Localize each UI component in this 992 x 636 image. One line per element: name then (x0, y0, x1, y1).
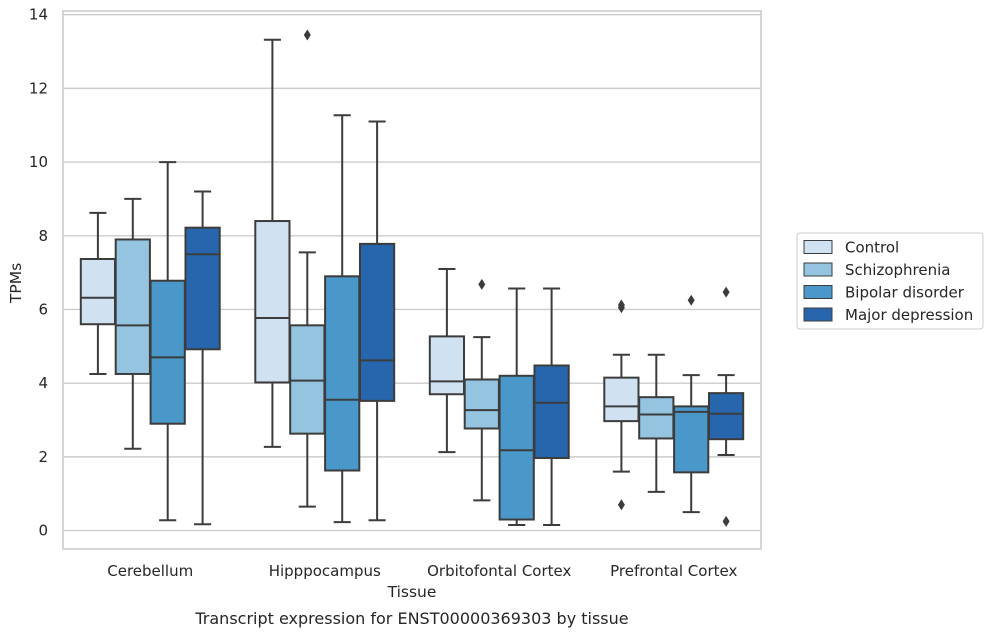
box-iqr (114, 238, 151, 375)
box-iqr (184, 226, 221, 351)
box-iqr (254, 220, 291, 384)
box-group (638, 353, 675, 493)
box-iqr (638, 396, 675, 440)
box-group (149, 161, 186, 522)
box-group (254, 38, 291, 448)
outlier-point (617, 299, 625, 311)
outlier-point (617, 499, 625, 511)
legend-label: Bipolar disorder (845, 284, 965, 302)
y-axis-label: TPMs (7, 263, 25, 304)
box-iqr (358, 242, 396, 402)
chart-caption: Transcript expression for ENST0000036930… (194, 609, 628, 628)
legend-swatch (803, 307, 833, 322)
y-tick-label: 0 (38, 522, 48, 540)
x-tick-label: Hipppocampus (269, 562, 381, 580)
outlier-point (303, 29, 311, 41)
y-tick-label: 4 (38, 374, 48, 392)
x-axis-label: Tissue (387, 583, 437, 601)
legend: Control Schizophrenia Bipolar disorder Majo… (796, 232, 984, 330)
box-iqr (428, 335, 466, 396)
legend-label: Schizophrenia (845, 261, 950, 279)
box-group (289, 29, 326, 508)
box-iqr (673, 405, 710, 474)
legend-swatch (803, 262, 833, 277)
box-group (463, 278, 500, 502)
y-tick-label: 8 (38, 227, 48, 245)
box-group (673, 294, 710, 514)
box-iqr (289, 324, 326, 435)
box-iqr (707, 392, 745, 441)
x-tick-labels: Cerebellum Hipppocampus Orbitofontal Corte… (107, 562, 737, 580)
box-group (358, 120, 396, 522)
y-tick-label: 6 (38, 300, 48, 318)
y-tick-label: 12 (29, 79, 48, 97)
box-group (428, 267, 466, 454)
box-group (324, 114, 361, 524)
box-group (498, 287, 535, 527)
box-iqr (79, 257, 117, 326)
box-group (533, 287, 570, 527)
x-tick-label: Orbitofontal Cortex (427, 562, 571, 580)
legend-label: Major depression (845, 306, 973, 324)
y-tick-labels: 0 2 4 6 8 10 12 14 (29, 6, 48, 540)
outlier-point (687, 294, 695, 306)
box-group (603, 299, 640, 511)
legend-swatch (803, 240, 833, 254)
box-iqr (498, 374, 535, 521)
x-tick-label: Cerebellum (107, 562, 193, 580)
y-tick-label: 2 (38, 448, 48, 466)
box-iqr (603, 376, 640, 423)
box-group (707, 286, 745, 527)
box-iqr (463, 378, 500, 430)
boxes (79, 29, 745, 527)
outlier-point (722, 515, 730, 527)
outlier-point (722, 286, 730, 298)
box-iqr (533, 364, 570, 459)
y-tick-label: 10 (29, 153, 48, 171)
outlier-point (478, 278, 486, 290)
box-group (79, 211, 117, 375)
legend-frame (796, 232, 984, 330)
plot-frame (62, 10, 762, 550)
y-tick-label: 14 (29, 6, 48, 24)
box-group (184, 190, 221, 526)
box-iqr (149, 279, 186, 425)
box-iqr (324, 275, 361, 472)
legend-swatch (803, 285, 833, 299)
legend-label: Control (845, 239, 899, 257)
x-tick-label: Prefrontal Cortex (610, 562, 737, 580)
